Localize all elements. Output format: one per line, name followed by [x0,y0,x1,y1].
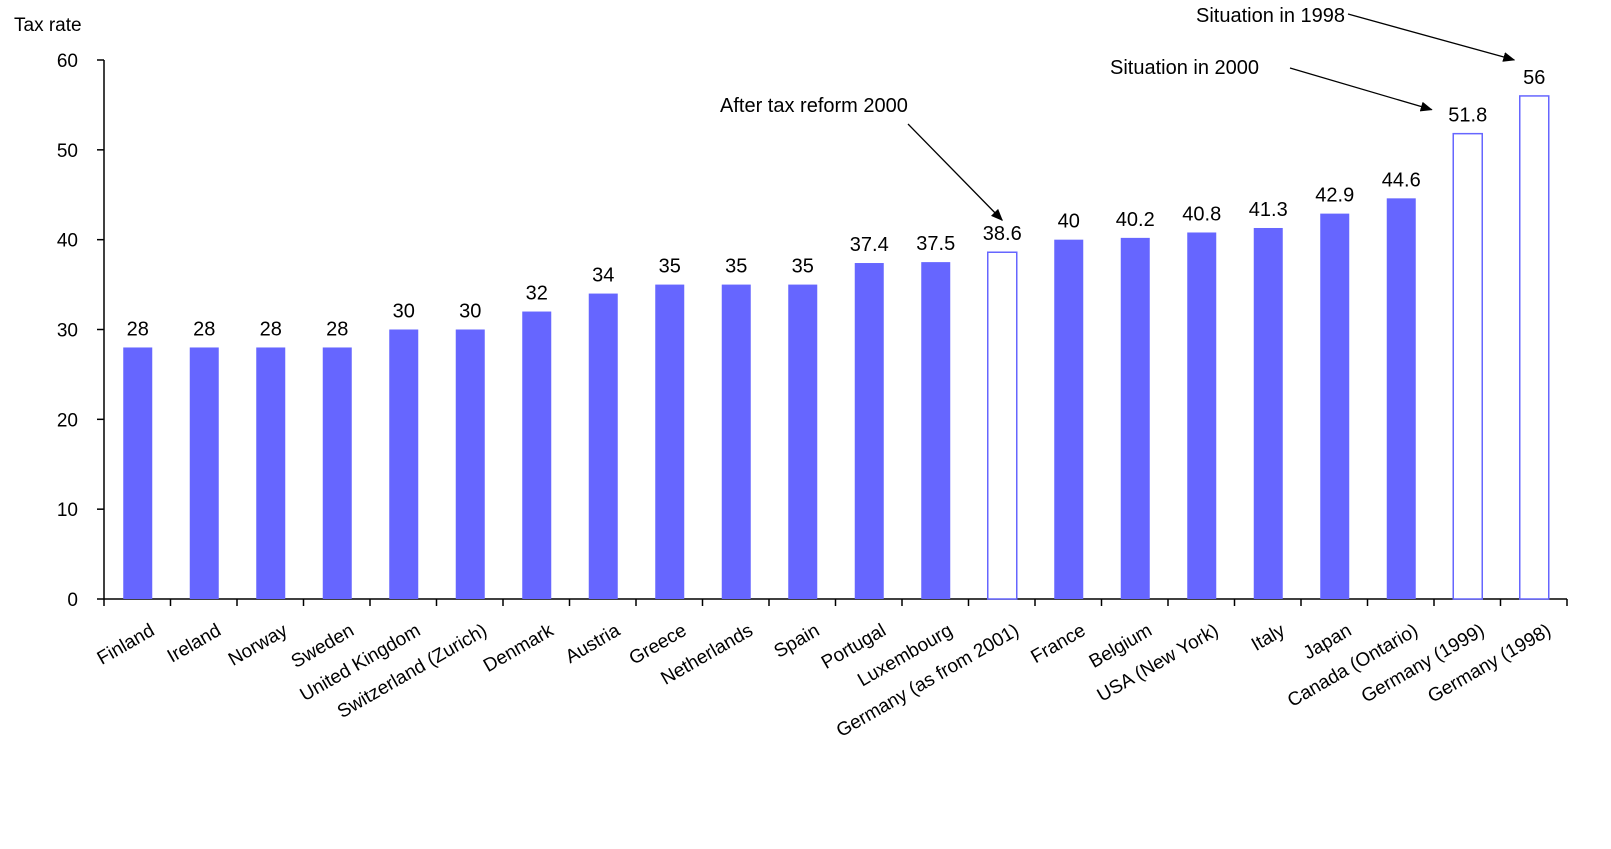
annotation-arrow [1289,67,1433,112]
bar-netherlands [721,284,751,599]
value-label: 28 [260,318,282,340]
value-label: 35 [659,256,681,278]
category-label: Italy [1248,620,1289,656]
value-label: 37.4 [850,234,889,256]
annotations: After tax reform 2000 Situation in 2000 Si… [720,5,1516,221]
y-tick-label: 30 [57,321,78,342]
bar-germany-1998 [1519,95,1550,600]
value-label: 40.8 [1182,203,1221,225]
bar-united-kingdom [389,329,419,599]
y-tick-label: 40 [57,231,78,252]
bar-greece [655,284,685,599]
y-tick-label: 60 [57,51,78,72]
bar-finland [123,347,153,599]
bar-ireland [189,347,219,599]
annotation-arrow [907,123,1003,221]
category-label: Finland [94,620,158,669]
value-label: 37.5 [916,233,955,255]
value-labels: 28 28 28 28 30 30 32 34 35 35 35 37.4 37.5 38.6 40 40.2… [127,67,1546,341]
category-label: Austria [562,620,624,668]
y-tick-label: 0 [67,590,78,611]
value-label: 35 [792,256,814,278]
y-tick-label: 20 [57,410,78,431]
annotation-arrow [1347,13,1516,62]
bar-spain [788,284,818,599]
bar-germany-1999 [1452,132,1483,600]
value-label: 51.8 [1448,105,1487,127]
category-label: Ireland [164,620,225,667]
category-label: Norway [225,620,292,671]
bar-canada-ontario [1386,198,1416,600]
value-label: 44.6 [1382,169,1421,191]
annotation-label: After tax reform 2000 [720,95,908,117]
bar-usa-new-york [1187,232,1217,600]
x-axis [103,598,1568,606]
bar-austria [588,293,618,599]
value-label: 40.2 [1116,209,1155,231]
bar-switzerland-zurich [455,329,485,599]
value-label: 40 [1058,211,1080,233]
value-label: 42.9 [1315,185,1354,207]
bar-portugal [854,263,884,599]
value-label: 41.3 [1249,199,1288,221]
bar-sweden [322,347,352,599]
category-label: France [1028,620,1090,668]
bars [123,95,1550,600]
category-label: Denmark [480,620,558,677]
value-label: 34 [592,265,614,287]
value-label: 35 [725,256,747,278]
bar-italy [1253,227,1283,599]
bar-belgium [1120,237,1150,599]
bar-japan [1320,213,1350,600]
value-label: 28 [193,318,215,340]
value-label: 28 [127,318,149,340]
bar-luxembourg [921,262,951,599]
bar-germany-as-from-2001 [987,251,1018,600]
value-label: 38.6 [983,223,1022,245]
y-axis-title: Tax rate [14,15,82,36]
value-label: 30 [459,301,481,323]
value-label: 32 [526,283,548,305]
value-label: 56 [1523,67,1545,89]
y-axis: 0 10 20 30 40 50 60 [57,51,105,611]
bar-france [1054,239,1084,599]
category-label: USA (New York) [1094,620,1222,706]
annotation-label: Situation in 1998 [1196,5,1345,27]
annotation-label: Situation in 2000 [1110,57,1259,79]
bar-norway [256,347,286,599]
category-label: Spain [771,620,824,662]
bar-denmark [522,311,552,599]
value-label: 28 [326,318,348,340]
value-label: 30 [393,301,415,323]
y-tick-label: 50 [57,141,78,162]
y-tick-label: 10 [57,500,78,521]
